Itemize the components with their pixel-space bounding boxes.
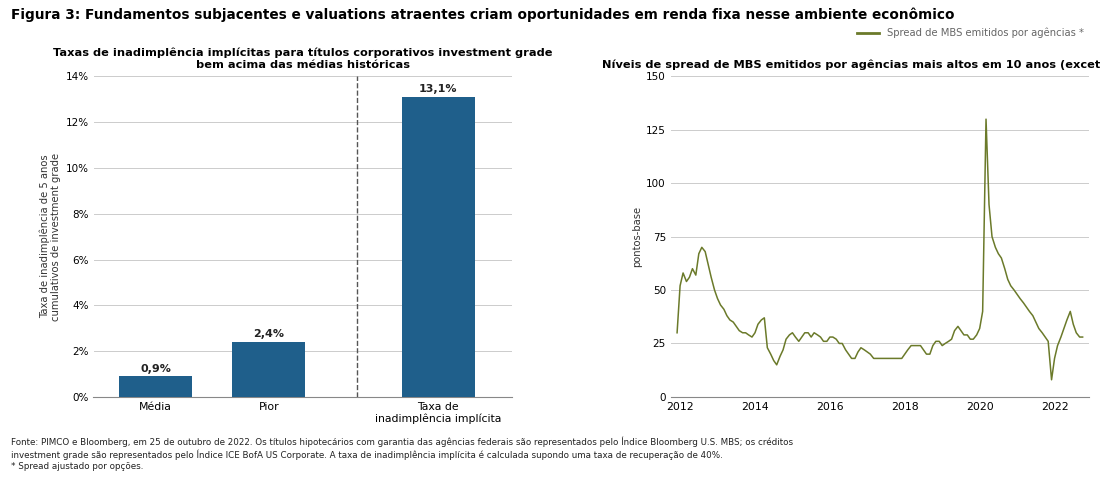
Text: * Spread ajustado por opções.: * Spread ajustado por opções. <box>11 462 143 471</box>
Y-axis label: Taxa de inadimplência de 5 anos
cumulativos de investment grade: Taxa de inadimplência de 5 anos cumulati… <box>40 152 62 321</box>
Text: Figura 3: Fundamentos subjacentes e valuations atraentes criam oportunidades em : Figura 3: Fundamentos subjacentes e valu… <box>11 7 955 22</box>
Text: Fonte: PIMCO e Bloomberg, em 25 de outubro de 2022. Os títulos hipotecários com : Fonte: PIMCO e Bloomberg, em 25 de outub… <box>11 436 793 447</box>
Text: investment grade são representados pelo Índice ICE BofA US Corporate. A taxa de : investment grade são representados pelo … <box>11 450 723 460</box>
Legend: Spread de MBS emitidos por agências *: Spread de MBS emitidos por agências * <box>854 24 1088 42</box>
Title: Taxas de inadimplência implícitas para títulos corporativos investment grade
bem: Taxas de inadimplência implícitas para t… <box>53 48 552 70</box>
Bar <box>232 342 306 397</box>
Bar <box>402 97 475 397</box>
Bar <box>119 376 192 397</box>
Y-axis label: pontos-base: pontos-base <box>631 206 641 267</box>
Text: 2,4%: 2,4% <box>253 329 284 339</box>
Text: 13,1%: 13,1% <box>419 84 458 94</box>
Text: 0,9%: 0,9% <box>140 363 172 374</box>
Title: Níveis de spread de MBS emitidos por agências mais altos em 10 anos (exceto COVI: Níveis de spread de MBS emitidos por agê… <box>602 60 1100 70</box>
